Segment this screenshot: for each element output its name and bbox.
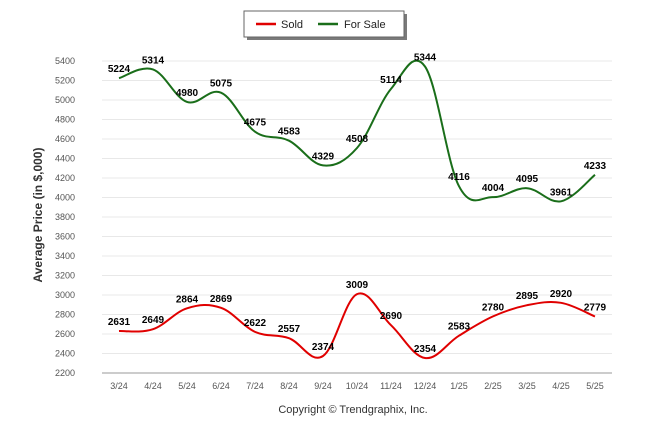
data-label-sold: 2690 [380,311,403,322]
legend-for-sale-label: For Sale [344,19,386,31]
x-tick-label: 9/24 [314,381,332,391]
x-tick-label: 1/25 [450,381,468,391]
data-label-sold: 2780 [482,302,505,313]
x-tick-label: 12/24 [414,381,437,391]
data-label-sold: 2920 [550,289,573,300]
y-tick-label: 3600 [55,232,75,242]
x-tick-label: 5/24 [178,381,196,391]
data-label-for-sale: 5314 [142,55,165,66]
data-label-for-sale: 5075 [210,79,233,90]
x-tick-label: 7/24 [246,381,264,391]
data-label-sold: 2864 [176,294,199,305]
y-tick-label: 3200 [55,271,75,281]
data-label-for-sale: 4508 [346,134,369,145]
y-tick-label: 4600 [55,134,75,144]
data-label-sold: 2374 [312,342,335,353]
y-tick-label: 5200 [55,76,75,86]
y-tick-label: 3400 [55,251,75,261]
y-tick-label: 2200 [55,368,75,378]
x-tick-label: 5/25 [586,381,604,391]
data-label-for-sale: 4095 [516,174,539,185]
data-label-for-sale: 4004 [482,183,505,194]
data-label-sold: 2649 [142,315,165,326]
data-label-for-sale: 5344 [414,52,437,63]
y-tick-label: 2600 [55,329,75,339]
x-tick-label: 4/24 [144,381,162,391]
data-label-for-sale: 4116 [448,172,470,183]
y-tick-label: 4400 [55,154,75,164]
y-axis-label: Average Price (in $,000) [31,148,45,283]
legend-sold-label: Sold [281,19,303,31]
y-tick-label: 5400 [55,56,75,66]
data-label-sold: 2895 [516,291,539,302]
y-tick-label: 4200 [55,173,75,183]
x-tick-label: 11/24 [380,381,402,391]
data-label-for-sale: 4329 [312,151,335,162]
y-tick-label: 3800 [55,212,75,222]
data-label-for-sale: 4675 [244,118,267,129]
data-label-for-sale: 3961 [550,187,573,198]
x-tick-label: 10/24 [346,381,369,391]
data-label-sold: 2557 [278,324,301,335]
x-tick-label: 3/25 [518,381,536,391]
series-line-sold [118,292,596,360]
data-label-sold: 2631 [108,317,131,328]
data-labels: 2631 2649 2864 2869 2622 2557 2374 3009 2690 2354… [108,52,607,355]
y-tick-label: 2400 [55,349,75,359]
x-tick-label: 2/25 [484,381,502,391]
y-axis-ticks: 2200 2400 2600 2800 3000 3200 3400 3600 3800 4000… [55,56,75,378]
y-tick-label: 4000 [55,193,75,203]
y-tick-label: 4800 [55,115,75,125]
data-label-for-sale: 4233 [584,161,607,172]
data-label-sold: 2354 [414,344,437,355]
data-label-sold: 2622 [244,318,267,329]
y-tick-label: 5000 [55,95,75,105]
x-axis-ticks: 3/24 4/24 5/24 6/24 7/24 8/24 9/24 10/24 11/24 12… [110,381,604,391]
legend: Sold For Sale [243,10,407,40]
data-label-for-sale: 4583 [278,127,301,138]
data-label-for-sale: 4980 [176,88,199,99]
data-label-sold: 3009 [346,280,369,291]
series-line-for-sale [118,59,596,203]
x-tick-label: 3/24 [110,381,128,391]
data-label-sold: 2583 [448,322,471,333]
copyright-footer: Copyright © Trendgraphix, Inc. [278,404,427,416]
x-tick-label: 8/24 [280,381,298,391]
data-label-sold: 2869 [210,294,233,305]
data-label-sold: 2779 [584,303,607,314]
data-label-for-sale: 5114 [380,75,402,86]
x-tick-label: 4/25 [552,381,570,391]
series-lines [118,59,596,360]
x-tick-label: 6/24 [212,381,230,391]
gridlines [102,60,612,374]
data-label-for-sale: 5224 [108,64,131,75]
y-tick-label: 3000 [55,290,75,300]
y-tick-label: 2800 [55,310,75,320]
